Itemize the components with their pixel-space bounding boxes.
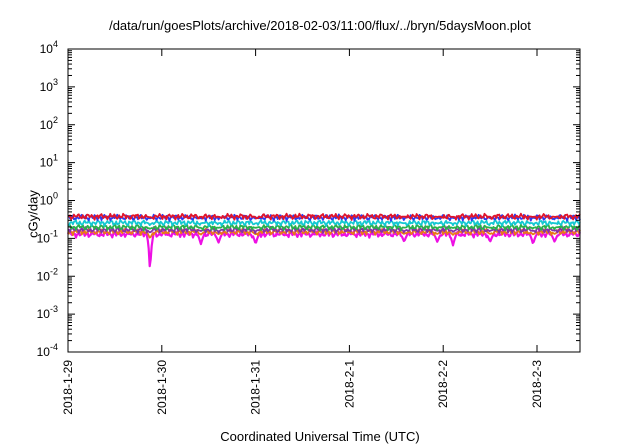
series-line xyxy=(67,223,581,232)
series-layer xyxy=(67,212,581,268)
x-tick-label: 2018-1-30 xyxy=(155,360,169,415)
series-line xyxy=(67,212,581,221)
y-tick-label: 100 xyxy=(40,191,58,208)
series-line xyxy=(67,230,581,268)
axis-layer: 104 103 102 101 100 10-1 10-2 10-3 10-42018-1-29… xyxy=(37,39,580,415)
x-axis-label: Coordinated Universal Time (UTC) xyxy=(220,429,420,444)
chart-title: /data/run/goesPlots/archive/2018-02-03/1… xyxy=(109,18,531,33)
y-tick-label: 102 xyxy=(40,115,58,132)
series-line xyxy=(67,218,581,228)
x-tick-label: 2018-2-3 xyxy=(530,360,544,408)
x-tick-label: 2018-2-2 xyxy=(436,360,450,408)
y-tick-label: 101 xyxy=(40,153,58,170)
x-tick-label: 2018-1-31 xyxy=(249,360,263,415)
plot-frame xyxy=(67,48,581,353)
y-tick-label: 10-2 xyxy=(37,266,58,283)
y-tick-label: 103 xyxy=(40,77,58,94)
x-tick-label: 2018-1-29 xyxy=(61,360,75,415)
x-tick-label: 2018-2-1 xyxy=(342,360,356,408)
y-tick-label: 104 xyxy=(40,39,58,56)
y-tick-label: 10-3 xyxy=(37,304,58,321)
y-tick-label: 10-1 xyxy=(37,228,58,245)
y-tick-label: 10-4 xyxy=(37,342,58,359)
